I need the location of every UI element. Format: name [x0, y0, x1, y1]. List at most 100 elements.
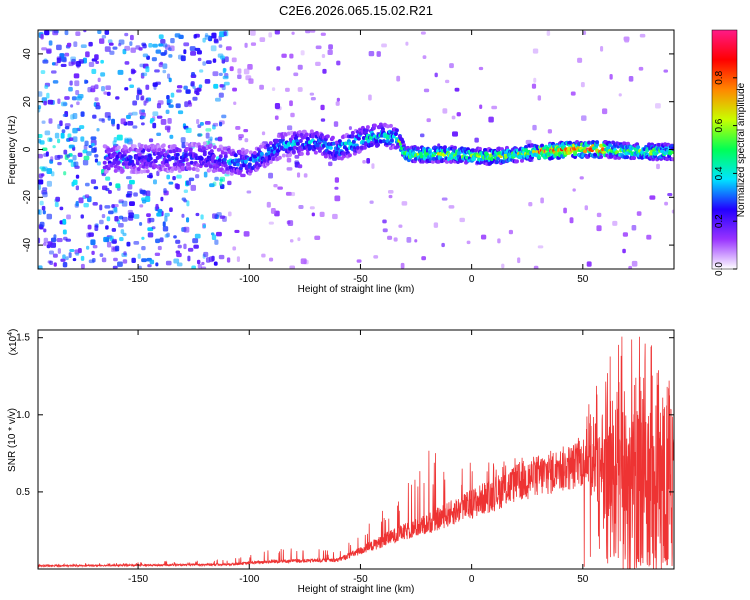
spectrogram-cell: [105, 176, 111, 181]
spectrogram-cell: [121, 200, 128, 207]
spectrogram-cell: [217, 136, 223, 142]
spectrogram-ridge-cell: [141, 164, 146, 169]
spectrogram-cell: [175, 239, 181, 244]
spectrogram-cell: [154, 69, 160, 73]
spectrogram-cell: [321, 54, 326, 59]
spectrogram-ridge-cell: [208, 143, 213, 148]
spectrogram-ridge-cell: [615, 150, 620, 155]
spectrogram-cell: [67, 133, 72, 139]
spectrogram-ridge-cell: [180, 162, 185, 167]
spectrogram-cell: [474, 137, 479, 143]
spectrogram-ridge-cell: [427, 150, 432, 155]
spectrogram-cell: [91, 250, 95, 255]
spectrogram-cell: [111, 204, 115, 209]
spectrogram-cell: [420, 31, 426, 35]
spectrogram-cell: [60, 132, 65, 139]
spectrogram-ridge-cell: [180, 165, 185, 170]
spectrogram-ridge-cell: [262, 158, 267, 163]
spectrogram-cell: [38, 209, 42, 216]
colorbar-label: Normalized spectral amplitude: [736, 82, 747, 217]
spectrogram-cell: [628, 76, 634, 82]
spectrogram-ridge-cell: [233, 153, 238, 158]
spectrogram-y-label: Frequency (Hz): [7, 116, 18, 185]
spectrogram-cell: [422, 55, 427, 59]
spectrogram-cell: [38, 134, 43, 139]
spectrogram-ridge-cell: [420, 159, 425, 164]
spectrogram-ridge-cell: [254, 161, 259, 166]
spectrogram-cell: [42, 191, 48, 198]
spectrogram-ridge-cell: [540, 143, 545, 148]
spectrogram-cell: [50, 156, 54, 162]
spectrogram-cell: [579, 176, 584, 180]
spectrogram-cell: [274, 115, 279, 120]
spectrogram-cell: [50, 237, 57, 242]
spectrogram-cell: [219, 176, 226, 182]
spectrogram-ridge-cell: [247, 162, 252, 167]
spectrogram-cell: [75, 174, 80, 179]
colorbar-swatch: [711, 29, 738, 270]
spectrogram-cell: [335, 101, 340, 106]
spectrogram-cell: [141, 199, 147, 204]
spectrogram-cell: [140, 115, 146, 119]
spectrogram-cell: [205, 132, 210, 139]
spectrogram-cell: [423, 88, 430, 93]
spectrogram-cell: [124, 87, 129, 91]
spectrogram-cell: [82, 57, 87, 64]
spectrogram-cell: [537, 245, 544, 249]
spectrogram-ridge-cell: [128, 159, 133, 164]
spectrogram-cell: [93, 146, 98, 152]
spectrogram-cell: [108, 181, 113, 186]
spectrogram-cell: [156, 212, 162, 217]
spectrogram-cell: [196, 50, 202, 55]
spectrogram-cell: [667, 193, 673, 197]
spectrogram-cell: [570, 91, 576, 96]
spectrogram-cell: [162, 221, 166, 227]
spectrogram-cell: [309, 92, 315, 96]
spectrogram-cell: [105, 225, 109, 230]
spectrogram-ridge-cell: [361, 135, 366, 140]
spectrogram-ridge-cell: [222, 146, 227, 151]
spectrogram-cell: [218, 254, 225, 260]
spectrogram-cell: [148, 138, 154, 143]
spectrogram-cell: [176, 85, 183, 89]
spectrogram-ridge-cell: [359, 145, 364, 150]
spectrogram-cell: [71, 58, 76, 65]
spectrogram-ridge-cell: [281, 153, 286, 158]
spectrogram-cell: [158, 34, 164, 39]
spectrogram-ridge-cell: [530, 143, 535, 148]
spectrogram-cell: [190, 184, 197, 191]
spectrogram-cell: [287, 125, 293, 131]
spectrogram-ridge-cell: [221, 169, 226, 174]
spectrogram-cell: [297, 164, 303, 169]
spectrogram-cell: [69, 144, 75, 148]
spectrogram-cell: [322, 68, 327, 74]
spectrogram-ridge-cell: [174, 156, 179, 161]
spectrogram-cell: [156, 115, 163, 119]
spectrogram-cell: [87, 224, 92, 230]
spectrogram-cell: [286, 167, 293, 171]
spectrogram-cell: [46, 48, 52, 54]
spectrogram-cell: [195, 174, 200, 179]
spectrogram-cell: [155, 203, 159, 210]
spectrogram-cell: [212, 213, 218, 219]
spectrogram-cell: [167, 118, 172, 124]
spectrogram-cell: [164, 233, 169, 238]
spectrogram-ridge-cell: [145, 169, 150, 174]
spectrogram-cell: [72, 136, 78, 143]
spectrogram-cell: [602, 108, 608, 115]
spectrogram-ridge-cell: [671, 150, 674, 155]
spectrogram-ridge-cell: [364, 128, 369, 133]
spectrogram-cell: [328, 44, 333, 50]
spectrogram-cell: [373, 255, 379, 259]
spectrogram-cell: [268, 32, 273, 38]
spectrogram-cell: [261, 131, 266, 136]
spectrogram-cell: [48, 40, 53, 46]
spectrogram-cell: [192, 238, 199, 244]
spectrogram-ridge-cell: [125, 165, 130, 170]
spectrogram-ridge-cell: [113, 164, 118, 169]
spectrogram-ridge-cell: [494, 160, 499, 165]
spectrogram-cell: [149, 259, 155, 265]
spectrogram-cell: [186, 200, 190, 207]
spectrogram-cell: [100, 72, 106, 77]
spectrogram-cell: [74, 80, 80, 87]
